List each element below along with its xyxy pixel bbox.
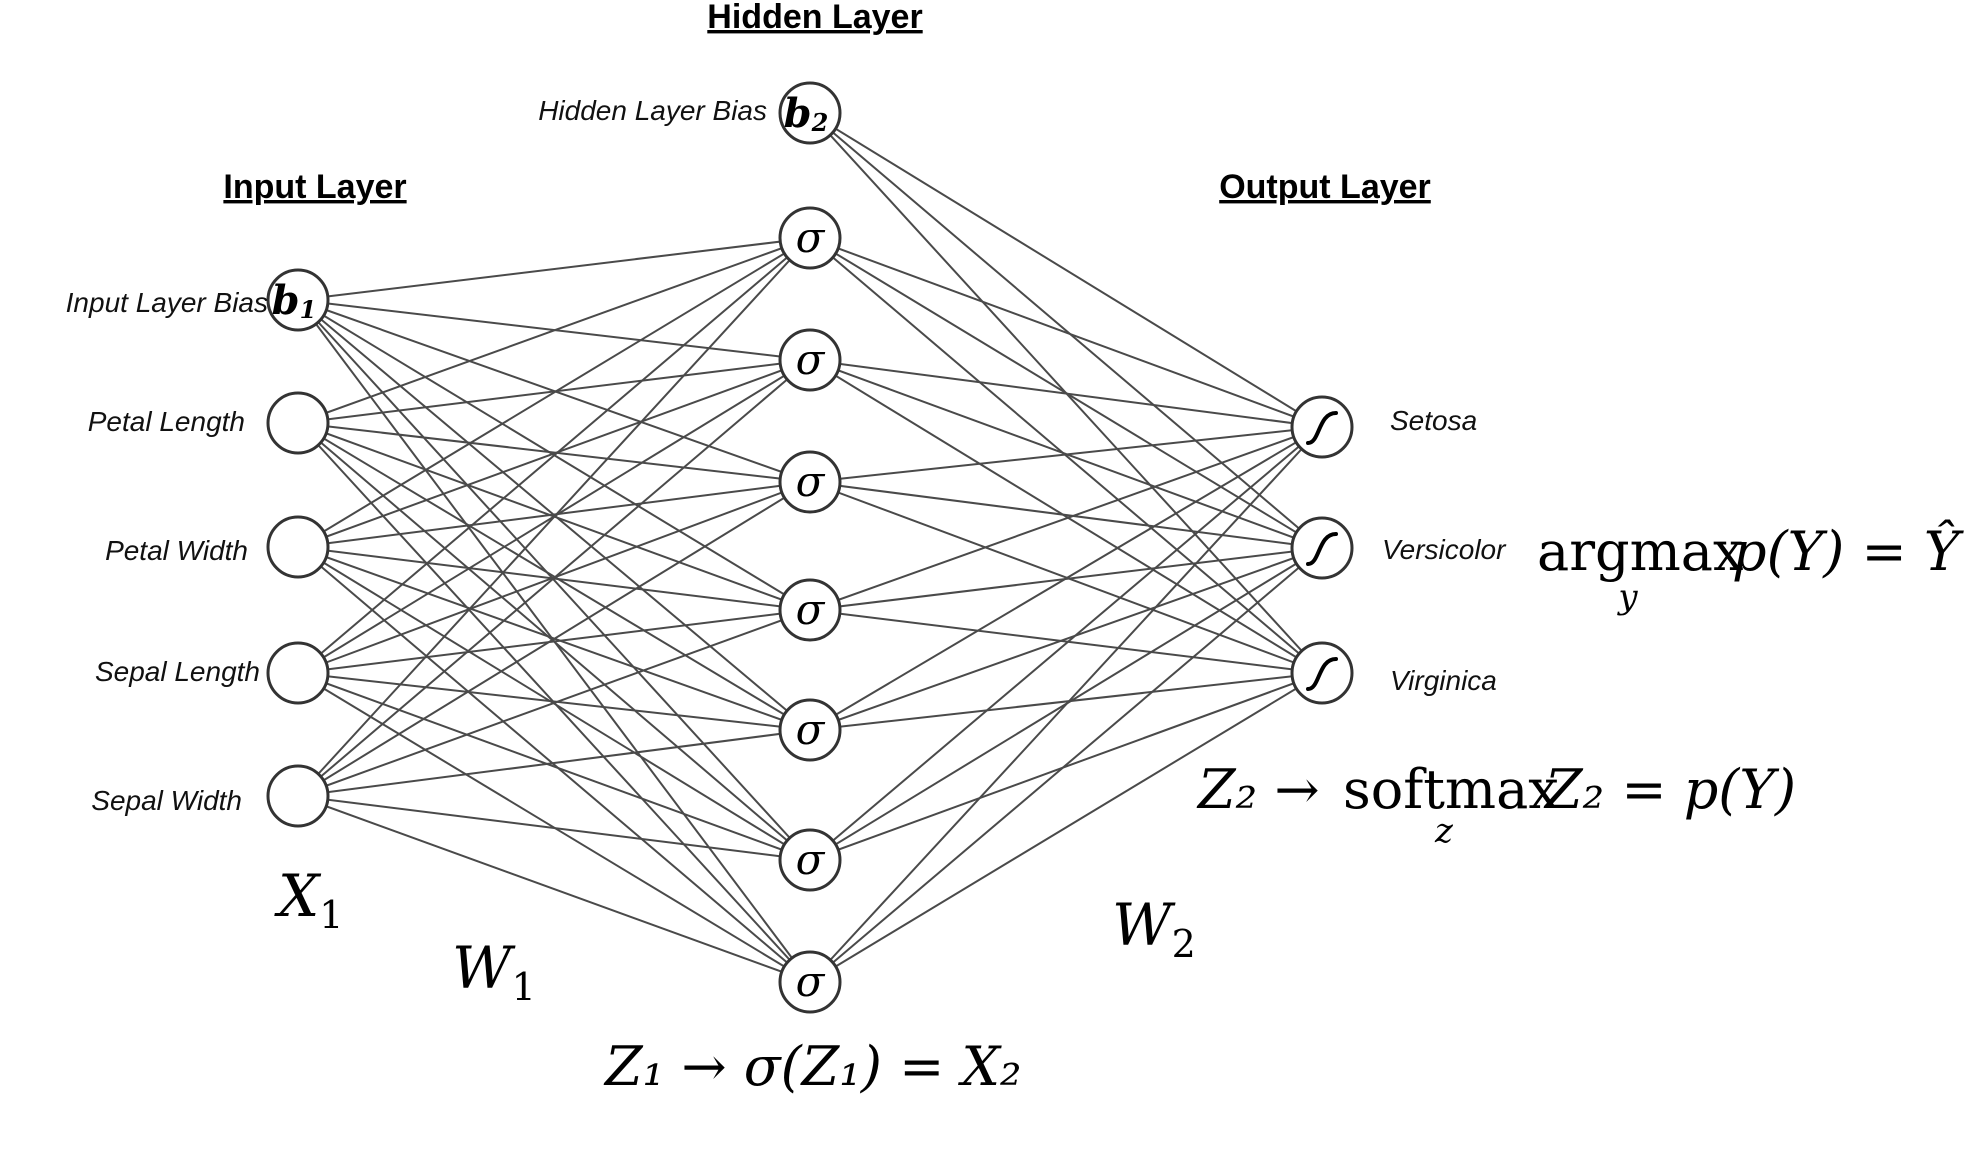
w2-symbol: W2 [1112,891,1196,966]
output-label-virginica: Virginica [1390,665,1497,696]
edge-hidden-5-output-2 [809,672,1323,731]
input-label-sepal-length: Sepal Length [95,656,260,687]
edge-hidden-3-output-0 [809,426,1323,483]
input-label-petal-width: Petal Width [105,535,248,566]
edge-hidden-6-output-2 [809,672,1323,861]
hidden-node-3: σ [778,578,842,642]
connection-edges [297,112,1323,983]
input-layer-title: Input Layer [223,168,406,206]
hidden-bias-node-symbol: b2 [784,90,829,137]
softmax-subscript: z [1434,811,1454,851]
edge-hidden-0-output-1 [809,112,1323,549]
edge-hidden-5-output-0 [809,426,1323,731]
edge-input-1-hidden-0 [297,237,811,424]
input-label-petal-length: Petal Length [88,406,245,437]
edge-input-4-hidden-0 [297,237,811,797]
softmax-lhs: Z₂ → [1196,758,1320,821]
edge-input-2-hidden-2 [297,481,811,548]
edge-input-2-hidden-1 [297,359,811,548]
w1-symbol: W1 [452,934,536,1009]
hidden-activation-equation: Z₁ → σ(Z₁) = X₂ [603,1035,1022,1098]
edge-hidden-2-output-2 [809,359,1323,674]
hidden-bias-label: Hidden Layer Bias [538,95,767,126]
sigma-symbol: σ [796,457,826,506]
sigma-symbol: σ [796,957,826,1006]
edge-input-2-hidden-0 [297,237,811,548]
edge-input-4-hidden-6 [297,795,811,983]
hidden-bias-node: b2 [778,81,842,145]
argmax-subscript: y [1616,577,1638,617]
sigmoid-curve-icon [1306,657,1338,691]
hidden-node-0: σ [778,206,842,270]
hidden-node-1: σ [778,328,842,392]
edge-hidden-5-output-1 [809,547,1323,731]
edge-input-4-hidden-2 [297,481,811,797]
edge-input-4-hidden-1 [297,359,811,797]
sigma-symbol: σ [796,705,826,754]
edge-hidden-3-output-1 [809,481,1323,549]
edge-input-2-hidden-6 [297,546,811,983]
hidden-node-4: σ [778,698,842,762]
edge-input-0-hidden-5 [297,299,811,861]
softmax-operator: softmax [1343,758,1559,821]
edge-hidden-4-output-0 [809,426,1323,611]
sigma-symbol: σ [796,213,826,262]
output-label-versicolor: Versicolor [1382,534,1507,565]
hidden-node-6: σ [778,950,842,1014]
hidden-node-5: σ [778,828,842,892]
edge-input-4-hidden-3 [297,609,811,797]
output-node-1 [1290,516,1354,580]
hidden-node-2: σ [778,450,842,514]
input-bias-node: b1 [266,268,330,332]
softmax-rhs: Z₂ = p(Y) [1543,758,1796,821]
edge-hidden-7-output-2 [809,672,1323,983]
output-node-0 [1290,395,1354,459]
input-node-2 [266,641,330,705]
edge-hidden-1-output-0 [809,237,1323,428]
edge-hidden-7-output-0 [809,426,1323,983]
sigma-symbol: σ [796,835,826,884]
sigmoid-curve-icon [1306,532,1338,566]
edge-hidden-0-output-0 [809,112,1323,428]
output-node-2 [1290,641,1354,705]
network-nodes: b1 b2 σ σ σ σ σ σ σ [266,81,1354,1014]
sigmoid-curve-icon [1306,411,1338,445]
input-node-3 [266,764,330,828]
hidden-layer-title: Hidden Layer [707,0,922,36]
edge-input-3-hidden-4 [297,672,811,731]
input-bias-node-symbol: b1 [272,277,317,324]
output-layer-title: Output Layer [1219,168,1431,206]
argmax-operator: argmax [1537,520,1743,583]
sigma-symbol: σ [796,585,826,634]
edge-input-4-hidden-4 [297,729,811,797]
input-label-sepal-width: Sepal Width [91,785,242,816]
edge-hidden-4-output-2 [809,609,1323,674]
input-node-1 [266,515,330,579]
edge-input-4-hidden-5 [297,795,811,861]
sigma-symbol: σ [796,335,826,384]
input-bias-label: Input Layer Bias [66,287,268,318]
edge-hidden-6-output-0 [809,426,1323,861]
x1-symbol: X1 [274,862,343,937]
output-label-setosa: Setosa [1390,405,1477,436]
edge-hidden-2-output-0 [809,359,1323,428]
edge-input-3-hidden-0 [297,237,811,674]
edge-input-0-hidden-0 [297,237,811,301]
input-node-0 [266,391,330,455]
argmax-rhs: p(Y) = Ŷ [1732,518,1964,583]
edge-input-3-hidden-3 [297,609,811,674]
edge-hidden-7-output-1 [809,547,1323,983]
